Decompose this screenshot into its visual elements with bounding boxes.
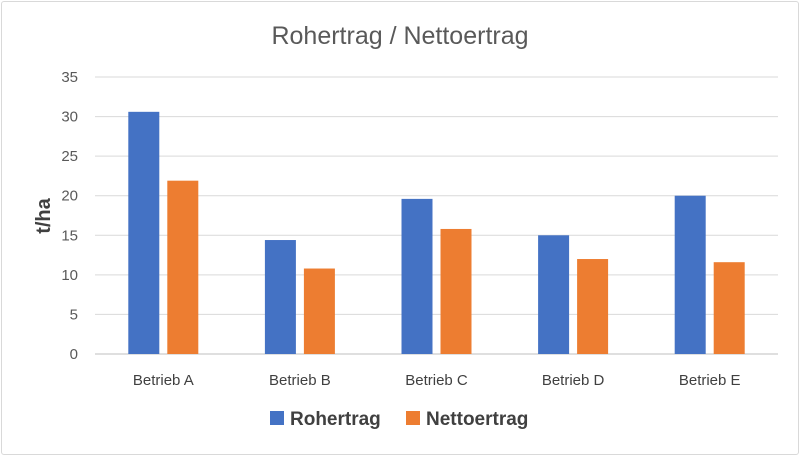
bar-rohertrag-4 [538, 235, 570, 354]
y-tick-label: 20 [61, 188, 78, 205]
y-tick-label: 15 [61, 227, 78, 244]
y-tick-label: 25 [61, 148, 78, 165]
bar-rohertrag-3 [401, 198, 433, 354]
legend-label-nettoertrag: Nettoertrag [426, 409, 528, 430]
legend-label-rohertrag: Rohertrag [290, 409, 381, 430]
x-tick-labels: Betrieb A Betrieb B Betrieb C Betrieb D Betr… [133, 372, 741, 389]
y-tick-label: 30 [61, 109, 78, 126]
x-tick-label: Betrieb A [133, 372, 194, 389]
bar-rohertrag-5 [674, 195, 706, 354]
bar-nettoertrag-5 [713, 262, 745, 354]
bar-rohertrag-2 [264, 240, 296, 354]
bar-nettoertrag-4 [577, 259, 609, 354]
y-tick-label: 10 [61, 267, 78, 284]
bars [128, 111, 745, 354]
bar-nettoertrag-1 [167, 180, 199, 354]
y-tick-label: 5 [70, 306, 78, 323]
legend-swatch-rohertrag [270, 411, 284, 425]
gridlines [95, 76, 778, 355]
y-tick-label: 35 [61, 69, 78, 86]
bar-nettoertrag-2 [303, 268, 335, 354]
y-axis-label: t/ha [33, 197, 55, 233]
x-tick-label: Betrieb C [405, 372, 468, 389]
y-tick-labels: 0 5 10 15 20 25 30 35 [61, 69, 78, 363]
legend-swatch-nettoertrag [406, 411, 420, 425]
legend: Rohertrag Nettoertrag [270, 409, 528, 430]
bar-nettoertrag-3 [440, 228, 472, 354]
x-tick-label: Betrieb B [269, 372, 331, 389]
x-tick-label: Betrieb D [542, 372, 605, 389]
y-tick-label: 0 [70, 346, 78, 363]
x-tick-label: Betrieb E [679, 372, 741, 389]
bar-rohertrag-1 [128, 111, 160, 354]
chart-title: Rohertrag / Nettoertrag [271, 22, 528, 50]
